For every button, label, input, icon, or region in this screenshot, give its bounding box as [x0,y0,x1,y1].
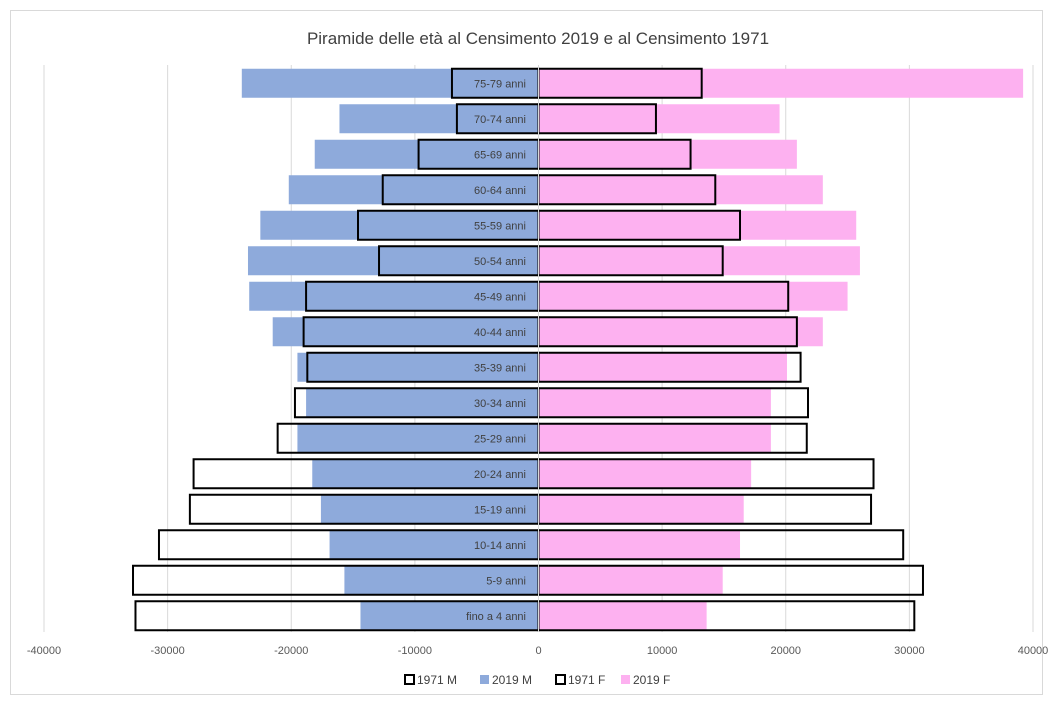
legend-swatch [404,674,415,685]
bar-2019-m [249,281,539,311]
category-label: 30-34 anni [474,398,526,410]
x-tick-label: 20000 [770,645,801,657]
legend-swatch [621,675,630,684]
bar-2019-m [360,601,539,631]
bar-2019-m [288,175,539,205]
bar-2019-m [241,68,539,98]
bar-2019-m [272,317,539,347]
chart-title: Piramide delle età al Censimento 2019 e … [307,29,769,48]
bar-2019-f [538,210,857,240]
bar-2019-f [538,246,860,276]
category-label: fino a 4 anni [466,611,526,623]
category-label: 70-74 anni [474,114,526,126]
category-label: 50-54 anni [474,256,526,268]
bar-2019-f [538,459,752,489]
bar-2019-m [260,210,539,240]
x-tick-label: -30000 [150,645,184,657]
bar-2019-m [344,565,539,595]
x-tick-label: 10000 [647,645,678,657]
category-label: 65-69 anni [474,149,526,161]
bar-2019-m [297,423,539,453]
x-axis-tick-labels: -40000 -30000 -20000 -10000 0 10000 20000 30000… [27,645,1048,657]
category-label: 45-49 anni [474,291,526,303]
bar-2019-f [538,388,771,418]
legend-label: 2019 F [633,673,670,687]
bar-2019-f [538,601,707,631]
legend-swatch [555,674,566,685]
legend-swatch [480,675,489,684]
bar-2019-f [538,530,741,560]
x-tick-label: 0 [535,645,541,657]
x-tick-label: -10000 [398,645,432,657]
bar-2019-m [329,530,539,560]
category-label: 5-9 anni [486,575,526,587]
bar-2019-f [538,175,823,205]
category-label: 55-59 anni [474,220,526,232]
bar-2019-m [297,352,539,382]
category-label: 25-29 anni [474,433,526,445]
category-label: 15-19 anni [474,504,526,516]
bar-2019-f [538,352,787,382]
x-tick-label: -20000 [274,645,308,657]
bar-2019-m [314,139,539,169]
bar-2019-m [339,104,539,134]
category-label: 10-14 anni [474,540,526,552]
category-label: 40-44 anni [474,327,526,339]
bar-2019-f [538,104,780,134]
bar-2019-f [538,423,771,453]
legend-label: 1971 F [568,673,605,687]
x-tick-label: -40000 [27,645,61,657]
bar-2019-m [320,494,539,524]
bars [132,65,1024,632]
category-label: 20-24 anni [474,469,526,481]
bar-2019-f [538,68,1024,98]
bar-2019-m [312,459,539,489]
bar-2019-f [538,281,848,311]
bar-2019-f [538,565,723,595]
category-label: 35-39 anni [474,362,526,374]
bar-2019-m [306,388,539,418]
x-tick-label: 40000 [1018,645,1049,657]
x-tick-label: 30000 [894,645,925,657]
category-label: 75-79 anni [474,78,526,90]
category-labels: fino a 4 anni 5-9 anni 10-14 anni 15-19 ann… [466,78,526,623]
bar-2019-f [538,494,744,524]
bar-2019-m [247,246,539,276]
bar-2019-f [538,317,823,347]
legend-label: 2019 M [492,673,532,687]
legend: 1971 M 2019 M 1971 F 2019 F [404,673,670,687]
bar-2019-f [538,139,797,169]
legend-label: 1971 M [417,673,457,687]
category-label: 60-64 anni [474,185,526,197]
